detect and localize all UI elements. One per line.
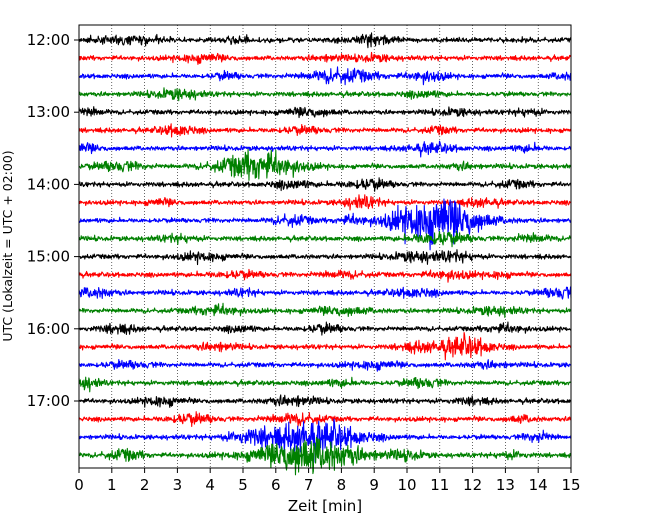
x-tick-label: 0 bbox=[74, 476, 84, 494]
y-tick-label: 12:00 bbox=[27, 31, 70, 49]
x-tick-label: 2 bbox=[140, 476, 150, 494]
x-tick-label: 11 bbox=[430, 476, 449, 494]
y-tick-label: 17:00 bbox=[27, 392, 70, 410]
trace-1745 bbox=[78, 436, 572, 476]
x-axis-ticks: 0 1 2 3 4 5 6 7 8 9 10 11 12 13 14 15 bbox=[74, 468, 581, 494]
x-tick-label: 10 bbox=[397, 476, 416, 494]
trace-1545 bbox=[78, 302, 572, 318]
x-tick-label: 5 bbox=[238, 476, 248, 494]
x-tick-label: 12 bbox=[463, 476, 482, 494]
trace-1200 bbox=[78, 32, 572, 49]
seismic-traces bbox=[78, 32, 572, 476]
trace-1215 bbox=[78, 51, 572, 65]
x-axis-label: Zeit [min] bbox=[288, 497, 362, 515]
trace-1315 bbox=[78, 123, 572, 138]
y-tick-label: 13:00 bbox=[27, 103, 70, 121]
trace-1500 bbox=[78, 249, 572, 266]
y-tick-label: 15:00 bbox=[27, 248, 70, 266]
x-tick-label: 6 bbox=[271, 476, 281, 494]
trace-1645 bbox=[78, 376, 572, 393]
x-tick-label: 3 bbox=[173, 476, 183, 494]
trace-1430 bbox=[78, 198, 572, 251]
x-tick-label: 13 bbox=[496, 476, 515, 494]
trace-1700 bbox=[78, 394, 572, 408]
trace-1300 bbox=[78, 106, 572, 119]
trace-1415 bbox=[78, 194, 572, 211]
trace-1730 bbox=[78, 418, 572, 463]
trace-1330 bbox=[78, 140, 572, 158]
plot-frame bbox=[78, 24, 572, 469]
x-tick-label: 1 bbox=[107, 476, 117, 494]
y-axis-label: UTC (Lokalzeit = UTC + 02:00) bbox=[0, 150, 15, 341]
trace-1715 bbox=[78, 411, 572, 427]
grid-lines bbox=[111, 25, 539, 468]
trace-1615 bbox=[78, 331, 572, 361]
x-tick-label: 9 bbox=[369, 476, 379, 494]
trace-1345 bbox=[78, 148, 572, 181]
trace-1515 bbox=[78, 268, 572, 283]
trace-1445 bbox=[78, 230, 572, 248]
trace-1630 bbox=[78, 359, 572, 372]
trace-1400 bbox=[78, 177, 572, 192]
trace-1245 bbox=[78, 87, 572, 102]
y-axis-ticks: 12:00 13:00 14:00 15:00 16:00 17:00 bbox=[27, 31, 79, 410]
y-tick-label: 14:00 bbox=[27, 175, 70, 193]
trace-1600 bbox=[78, 321, 572, 336]
y-tick-label: 16:00 bbox=[27, 320, 70, 338]
x-tick-label: 14 bbox=[529, 476, 548, 494]
trace-1530 bbox=[78, 286, 572, 300]
x-tick-label: 4 bbox=[205, 476, 215, 494]
x-tick-label: 15 bbox=[561, 476, 580, 494]
x-tick-label: 8 bbox=[337, 476, 347, 494]
trace-1230 bbox=[78, 66, 572, 86]
x-tick-label: 7 bbox=[304, 476, 314, 494]
